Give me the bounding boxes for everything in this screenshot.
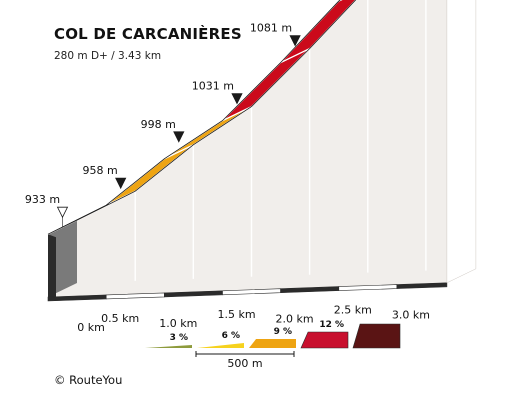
copyright-credit: © RouteYou — [54, 373, 123, 387]
elevation-label: 998 m — [141, 118, 176, 131]
legend-swatch — [352, 323, 401, 349]
elevation-marker — [173, 131, 185, 143]
legend-label: 12 % — [319, 320, 344, 330]
profile-end-edge — [48, 234, 56, 300]
legend-swatch — [197, 343, 244, 348]
legend-swatch — [145, 345, 192, 348]
legend-label: 9 % — [274, 327, 292, 337]
elevation-marker — [115, 177, 127, 190]
distance-tick-label: 0.5 km — [101, 312, 139, 325]
base-strip-segment — [396, 282, 448, 289]
elevation-label: 958 m — [82, 164, 117, 177]
chart-title: COL DE CARCANIÈRES — [54, 25, 242, 43]
legend-label: 6 % — [222, 331, 240, 341]
distance-tick-label: 2.5 km — [334, 304, 372, 317]
elevation-marker — [231, 93, 243, 105]
distance-tick-label: 1.5 km — [217, 308, 255, 321]
distance-tick-label: 1.0 km — [159, 317, 197, 330]
distance-tick-label: 3.0 km — [392, 309, 430, 322]
elevation-endpoint-marker — [56, 206, 69, 219]
elevation-label: 933 m — [25, 193, 60, 206]
distance-tick-label: 2.0 km — [276, 313, 314, 326]
profile-top-outline — [47, 0, 357, 235]
legend-label: 3 % — [170, 333, 188, 343]
elevation-label: 1031 m — [192, 80, 234, 93]
legend-swatch — [249, 339, 296, 348]
scale-bar-label: 500 m — [227, 357, 262, 370]
chart-subtitle: 280 m D+ / 3.43 km — [54, 50, 162, 62]
profile-front-wall — [48, 0, 447, 297]
elevation-label: 1081 m — [250, 22, 292, 35]
profile-right-face — [446, 0, 477, 284]
legend-swatch — [300, 331, 349, 349]
distance-tick-label: 0 km — [77, 321, 105, 334]
elevation-marker — [289, 35, 301, 47]
